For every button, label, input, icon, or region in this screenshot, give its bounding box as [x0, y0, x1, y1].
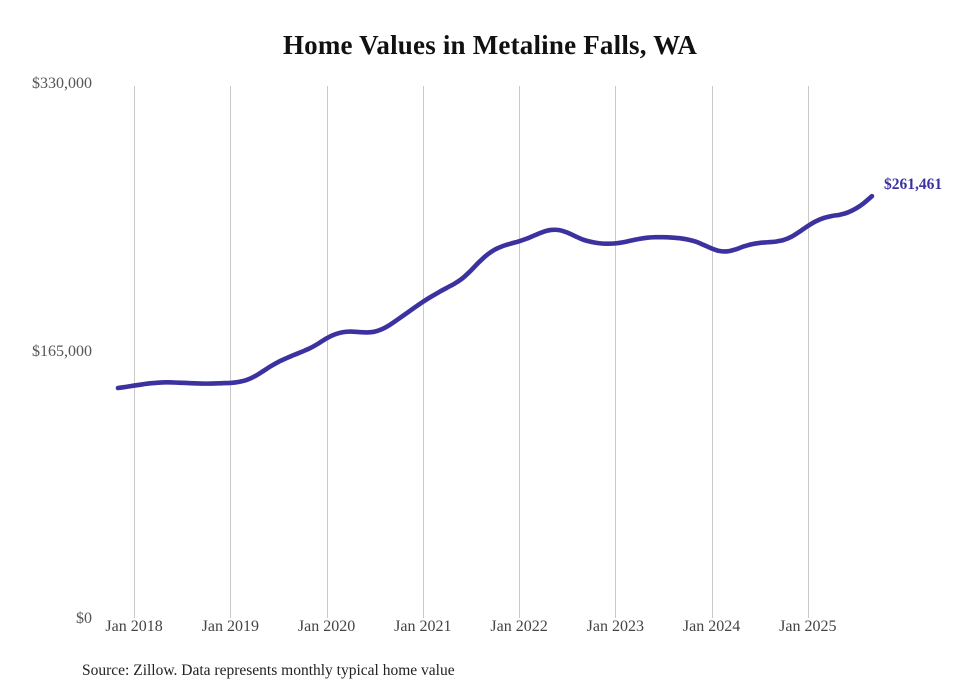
x-tick-label-jan-2024: Jan 2024 [682, 618, 741, 635]
source-note: Source: Zillow. Data represents monthly … [82, 662, 455, 679]
x-tick-label-jan-2018: Jan 2018 [105, 618, 163, 635]
x-tick-label-jan-2023: Jan 2023 [586, 618, 644, 635]
gridlines [134, 86, 809, 618]
x-tick-label-jan-2022: Jan 2022 [490, 618, 548, 635]
y-tick-label-165000: $165,000 [32, 342, 92, 360]
y-tick-label-330000: $330,000 [32, 75, 92, 92]
y-tick-label-0: $0 [76, 610, 92, 627]
x-tick-label-jan-2020: Jan 2020 [297, 618, 356, 635]
x-tick-label-jan-2021: Jan 2021 [394, 618, 452, 635]
x-tick-label-jan-2025: Jan 2025 [779, 618, 837, 635]
home-value-line [115, 193, 875, 391]
x-tick-label-jan-2019: Jan 2019 [201, 618, 259, 635]
end-value-annotation: $261,461 [884, 176, 943, 193]
page-title: Home Values in Metaline Falls, WA [282, 30, 698, 60]
